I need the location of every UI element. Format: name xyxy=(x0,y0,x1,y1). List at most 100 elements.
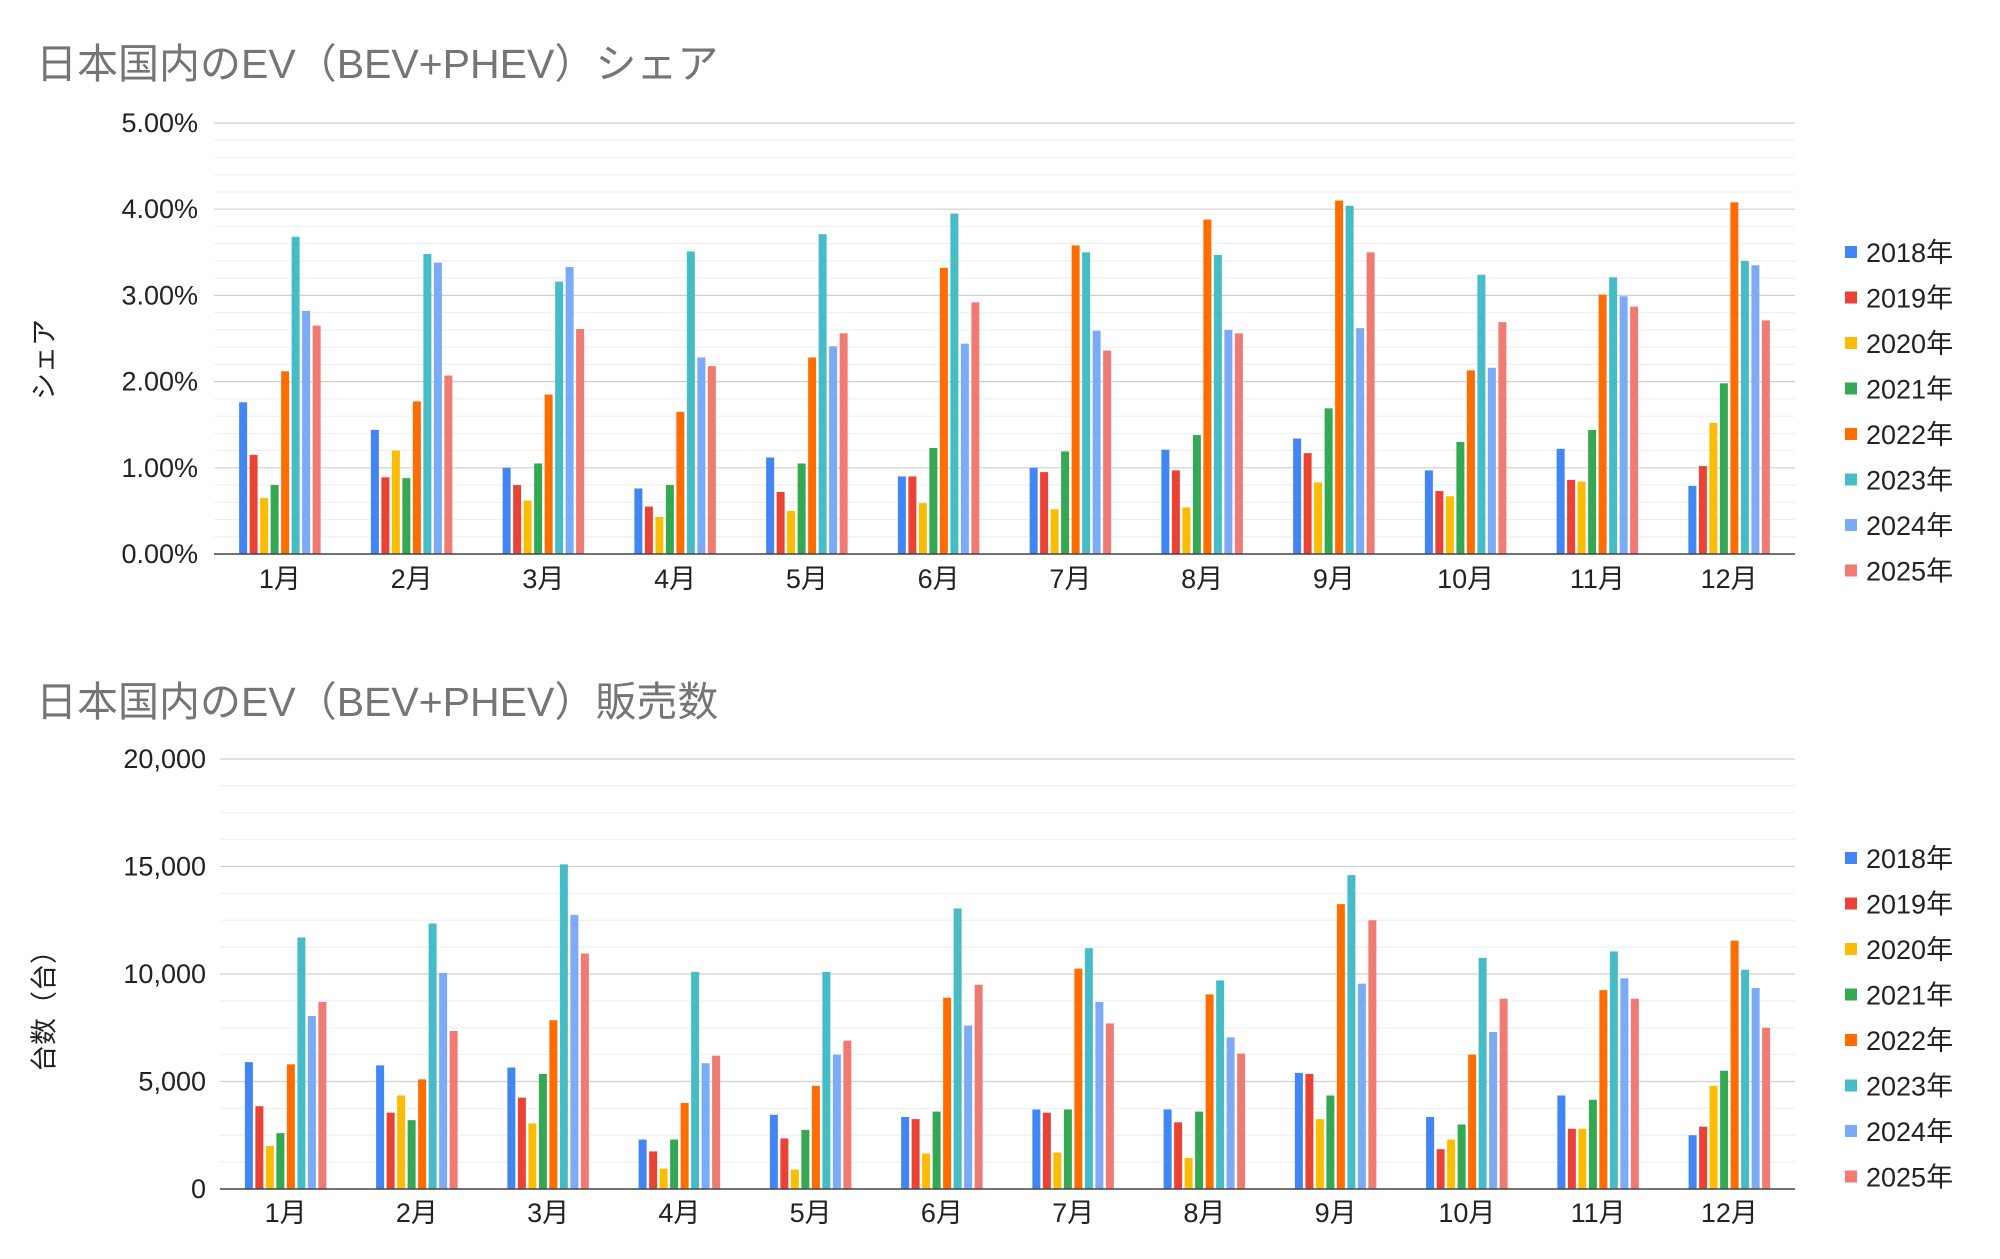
bar xyxy=(960,343,969,554)
bar xyxy=(1609,951,1618,1189)
bar xyxy=(929,447,938,554)
legend-swatch xyxy=(1845,564,1857,577)
bar xyxy=(1184,1157,1193,1189)
bar xyxy=(1730,202,1739,554)
legend-label: 2025年 xyxy=(1866,1163,1953,1193)
bar xyxy=(897,476,906,554)
legend-label: 2020年 xyxy=(1866,935,1953,965)
bar xyxy=(950,213,959,554)
bar xyxy=(1182,507,1191,554)
bar xyxy=(1224,329,1233,554)
legend-swatch xyxy=(1845,852,1857,864)
bar xyxy=(769,1114,778,1189)
bar xyxy=(1161,449,1170,554)
bar xyxy=(659,1168,668,1189)
bar xyxy=(1105,1023,1114,1189)
bar xyxy=(1203,219,1212,554)
bar xyxy=(1095,1001,1104,1189)
bar xyxy=(1195,1111,1204,1189)
bar xyxy=(832,1054,841,1189)
bar xyxy=(1163,1109,1172,1189)
bar xyxy=(1326,1095,1335,1189)
bar xyxy=(811,1085,820,1189)
bar xyxy=(1577,481,1586,554)
bar xyxy=(818,234,827,554)
bar xyxy=(1619,296,1628,554)
bar xyxy=(1103,350,1112,554)
legend-swatch xyxy=(1845,291,1857,304)
bar xyxy=(1578,1128,1587,1189)
bar xyxy=(1426,1116,1435,1189)
bar xyxy=(918,503,927,554)
bar xyxy=(964,1025,973,1189)
bar xyxy=(444,375,453,554)
bar xyxy=(1741,969,1750,1189)
bar xyxy=(544,394,553,554)
bar xyxy=(1699,1126,1708,1189)
y-tick-label: 2.00% xyxy=(121,367,198,397)
bar xyxy=(1074,968,1083,1189)
legend-swatch xyxy=(1845,1125,1857,1137)
bar xyxy=(1053,1152,1062,1189)
bar xyxy=(249,454,258,554)
bar xyxy=(1293,438,1302,554)
x-category-label: 4月 xyxy=(658,1198,700,1228)
bar xyxy=(523,500,532,554)
bar xyxy=(449,1030,458,1189)
bar xyxy=(638,1139,647,1189)
legend-label: 2023年 xyxy=(1866,466,1953,496)
bar xyxy=(507,1067,516,1189)
legend-label: 2024年 xyxy=(1866,511,1953,541)
bar xyxy=(974,984,983,1189)
bar xyxy=(829,346,838,554)
x-category-label: 7月 xyxy=(1052,1198,1094,1228)
legend-label: 2018年 xyxy=(1866,238,1953,268)
legend-label: 2019年 xyxy=(1866,890,1953,920)
x-category-label: 9月 xyxy=(1315,1198,1357,1228)
bar xyxy=(1324,408,1333,554)
legend-label: 2022年 xyxy=(1866,420,1953,450)
bar xyxy=(932,1111,941,1189)
bar xyxy=(318,1001,327,1189)
bar xyxy=(255,1106,264,1189)
y-tick-label: 3.00% xyxy=(121,280,198,310)
bar xyxy=(555,281,564,554)
bar xyxy=(1335,200,1344,554)
bar xyxy=(397,1095,406,1189)
bar xyxy=(797,463,806,554)
x-category-label: 4月 xyxy=(654,564,696,594)
bar xyxy=(1226,1037,1235,1189)
bar xyxy=(1174,1122,1183,1189)
bar xyxy=(1445,496,1454,554)
bar xyxy=(439,972,448,1189)
x-category-label: 2月 xyxy=(396,1198,438,1228)
legend-label: 2021年 xyxy=(1866,375,1953,405)
bar xyxy=(428,923,437,1189)
bar xyxy=(1237,1053,1246,1189)
bar xyxy=(433,262,442,554)
bar xyxy=(1084,948,1093,1189)
bar xyxy=(1192,435,1201,554)
bar xyxy=(1314,482,1323,554)
bar xyxy=(1477,274,1486,554)
bar xyxy=(239,402,248,554)
bar xyxy=(790,1169,799,1189)
bar xyxy=(1620,978,1629,1189)
bar xyxy=(1468,1054,1477,1189)
bar xyxy=(513,485,522,554)
bar xyxy=(655,516,664,554)
bar xyxy=(1305,1073,1314,1189)
bar xyxy=(1050,509,1059,554)
bar xyxy=(1698,466,1707,554)
x-category-label: 8月 xyxy=(1181,564,1223,594)
bar xyxy=(697,357,706,554)
bar xyxy=(801,1129,810,1189)
bar xyxy=(1061,451,1070,554)
x-category-label: 10月 xyxy=(1438,1198,1495,1228)
bar xyxy=(843,1040,852,1189)
x-category-label: 1月 xyxy=(259,564,301,594)
bar xyxy=(1498,322,1507,554)
bar xyxy=(423,254,432,555)
bar xyxy=(1447,1139,1456,1189)
legend-swatch xyxy=(1845,988,1857,1001)
